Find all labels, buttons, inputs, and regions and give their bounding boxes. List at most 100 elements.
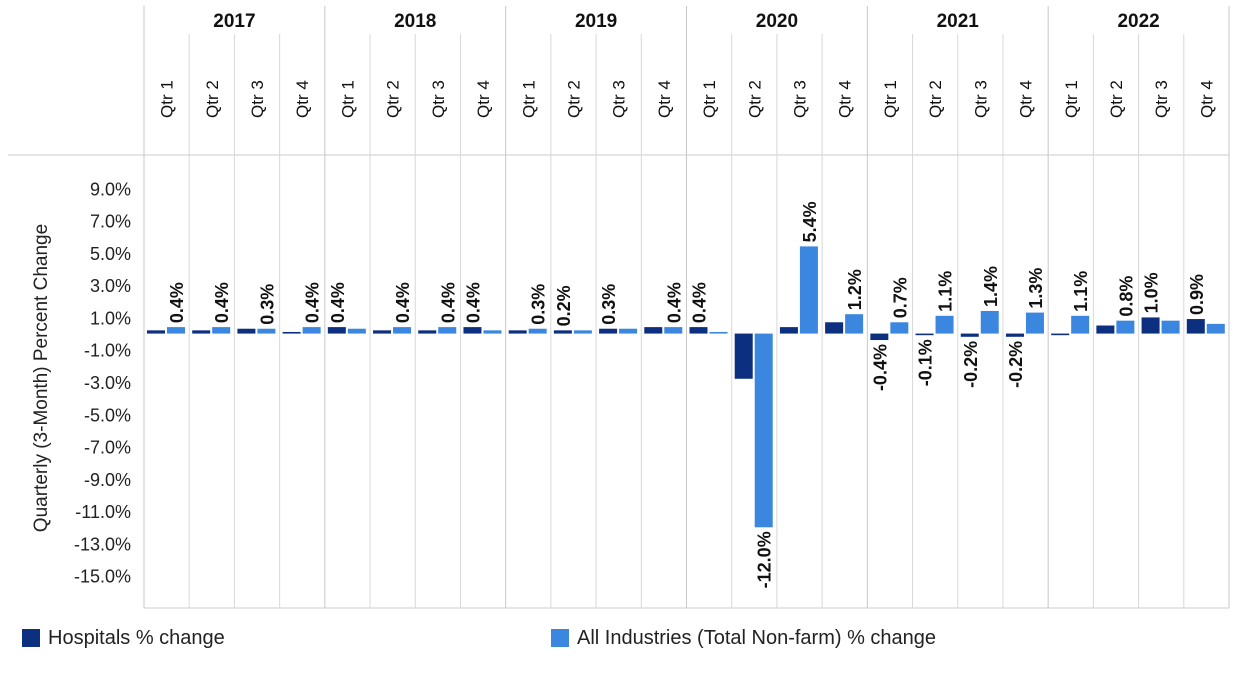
data-label: 1.1% bbox=[936, 271, 956, 312]
quarter-label: Qtr 1 bbox=[158, 80, 177, 118]
bar-hospitals bbox=[960, 333, 979, 337]
year-label: 2022 bbox=[1117, 11, 1159, 32]
quarter-label: Qtr 3 bbox=[429, 80, 448, 118]
bar-hospitals bbox=[915, 333, 934, 336]
legend-swatch-all-industries bbox=[551, 629, 569, 647]
y-tick-label: -1.0% bbox=[84, 341, 131, 361]
bar-hospitals bbox=[1005, 333, 1024, 337]
data-label: 1.1% bbox=[1071, 271, 1091, 312]
data-label: 0.4% bbox=[664, 282, 684, 323]
bar-hospitals bbox=[1051, 333, 1070, 336]
y-tick-label: 3.0% bbox=[90, 276, 131, 296]
bar-hospitals bbox=[463, 327, 482, 334]
bar-hospitals bbox=[418, 330, 437, 334]
data-label: 0.4% bbox=[393, 282, 413, 323]
y-tick-label: -15.0% bbox=[74, 567, 131, 587]
year-label: 2020 bbox=[756, 11, 798, 32]
quarter-label: Qtr 3 bbox=[1152, 80, 1171, 118]
y-tick-label: 9.0% bbox=[90, 179, 131, 199]
y-axis-title: Quarterly (3-Month) Percent Change bbox=[31, 224, 52, 532]
quarter-label: Qtr 1 bbox=[519, 80, 538, 118]
quarter-label: Qtr 2 bbox=[564, 80, 583, 118]
data-label: 0.4% bbox=[167, 282, 187, 323]
data-label: 0.4% bbox=[328, 282, 348, 323]
bar-all-industries bbox=[890, 322, 909, 334]
quarter-label: Qtr 2 bbox=[745, 80, 764, 118]
bar-all-industries bbox=[619, 328, 638, 334]
bar-hospitals bbox=[825, 322, 844, 334]
y-tick-label: -5.0% bbox=[84, 405, 131, 425]
y-tick-label: 5.0% bbox=[90, 244, 131, 264]
bar-hospitals bbox=[373, 330, 392, 334]
quarter-label: Qtr 3 bbox=[791, 80, 810, 118]
bar-hospitals bbox=[1096, 325, 1115, 334]
legend-label-all-industries: All Industries (Total Non-farm) % change bbox=[577, 626, 937, 649]
bar-all-industries bbox=[347, 328, 366, 334]
year-label: 2018 bbox=[394, 11, 436, 32]
bar-hospitals bbox=[599, 328, 618, 334]
legend-swatch-hospitals bbox=[22, 629, 40, 647]
quarter-label: Qtr 1 bbox=[700, 80, 719, 118]
quarter-label: Qtr 3 bbox=[248, 80, 267, 118]
data-label: 0.3% bbox=[257, 284, 277, 325]
bar-hospitals bbox=[508, 330, 527, 334]
bar-hospitals bbox=[779, 327, 798, 334]
data-label: 1.2% bbox=[845, 269, 865, 310]
bar-hospitals bbox=[553, 330, 572, 334]
data-label: 0.4% bbox=[463, 282, 483, 323]
quarter-label: Qtr 3 bbox=[610, 80, 629, 118]
quarter-label: Qtr 4 bbox=[1197, 80, 1216, 118]
data-label: 0.3% bbox=[599, 284, 619, 325]
quarter-label: Qtr 2 bbox=[926, 80, 945, 118]
bar-hospitals bbox=[282, 331, 301, 334]
legend-item-all-industries: All Industries (Total Non-farm) % change bbox=[551, 626, 936, 650]
quarter-label: Qtr 4 bbox=[1017, 80, 1036, 118]
bar-hospitals bbox=[192, 330, 211, 334]
bar-hospitals bbox=[734, 333, 753, 379]
data-label: 0.7% bbox=[890, 277, 910, 318]
bar-hospitals bbox=[327, 327, 346, 334]
quarter-label: Qtr 1 bbox=[1062, 80, 1081, 118]
quarter-label: Qtr 3 bbox=[971, 80, 990, 118]
data-label: 1.3% bbox=[1026, 268, 1046, 309]
bar-all-industries bbox=[483, 330, 502, 334]
bar-hospitals bbox=[147, 330, 165, 334]
y-tick-label: -9.0% bbox=[84, 470, 131, 490]
quarter-label: Qtr 1 bbox=[338, 80, 357, 118]
legend-label-hospitals: Hospitals % change bbox=[48, 626, 225, 649]
y-tick-label: 1.0% bbox=[90, 308, 131, 328]
bar-hospitals bbox=[1141, 317, 1160, 334]
quarter-label: Qtr 2 bbox=[1107, 80, 1126, 118]
y-tick-label: -3.0% bbox=[84, 373, 131, 393]
data-label: 0.4% bbox=[303, 282, 323, 323]
data-label: -12.0% bbox=[755, 531, 775, 588]
quarter-label: Qtr 2 bbox=[203, 80, 222, 118]
year-label: 2021 bbox=[937, 11, 980, 32]
legend-item-hospitals: Hospitals % change bbox=[22, 626, 225, 650]
bar-all-industries bbox=[664, 327, 683, 334]
bar-all-industries bbox=[257, 328, 276, 334]
year-label: 2017 bbox=[213, 11, 255, 32]
bar-all-industries bbox=[935, 315, 954, 334]
y-tick-label: -13.0% bbox=[74, 534, 131, 554]
bar-all-industries bbox=[212, 327, 231, 334]
bar-all-industries bbox=[1116, 320, 1135, 334]
data-label: 1.4% bbox=[981, 266, 1001, 307]
data-label: 0.2% bbox=[554, 285, 574, 326]
data-label: 1.0% bbox=[1142, 272, 1162, 313]
bar-all-industries bbox=[1025, 312, 1044, 334]
data-label: -0.1% bbox=[916, 339, 936, 386]
bar-all-industries bbox=[302, 327, 321, 334]
bar-all-industries bbox=[799, 246, 818, 334]
quarter-label: Qtr 1 bbox=[881, 80, 900, 118]
bar-all-industries bbox=[528, 328, 547, 334]
bar-hospitals bbox=[689, 327, 708, 334]
bar-all-industries bbox=[1161, 320, 1180, 334]
quarter-label: Qtr 4 bbox=[836, 80, 855, 118]
data-label: 0.4% bbox=[690, 282, 710, 323]
bar-all-industries bbox=[1206, 323, 1225, 334]
bar-all-industries bbox=[709, 331, 728, 334]
bar-hospitals bbox=[870, 333, 889, 341]
